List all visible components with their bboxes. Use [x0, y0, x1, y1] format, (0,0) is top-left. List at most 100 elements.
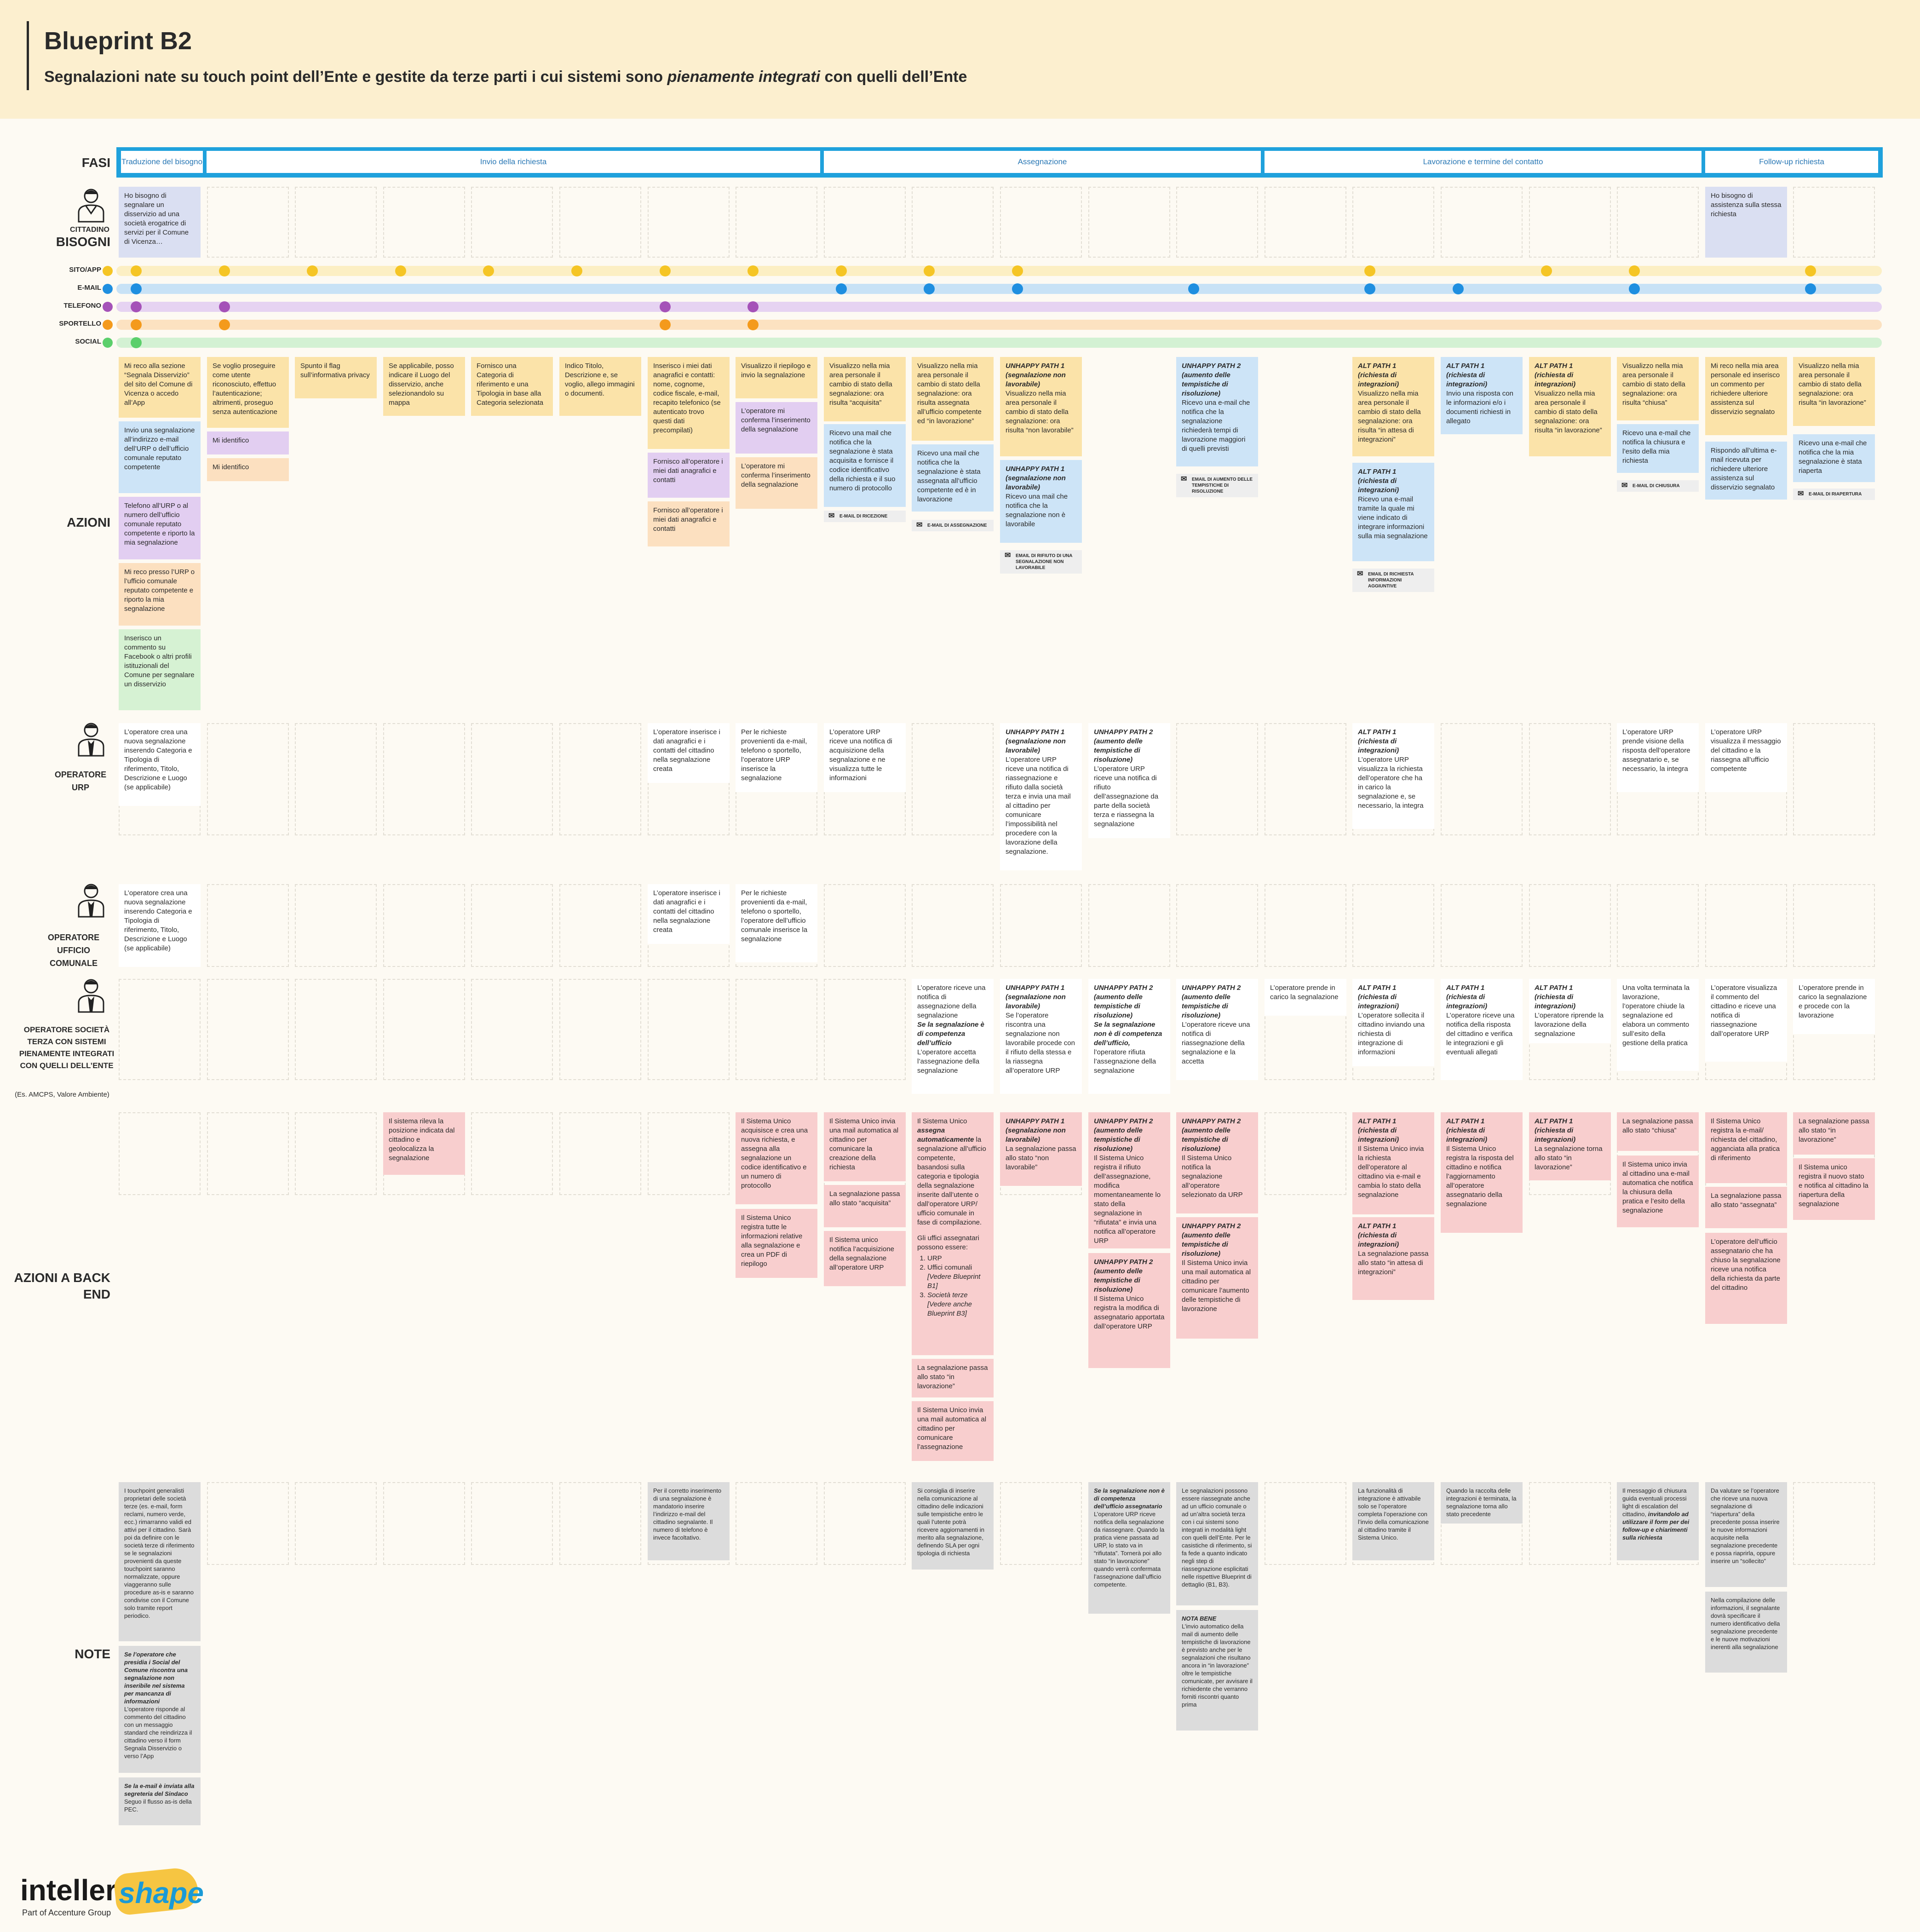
- action-card: Mi reco alla sezione “Segnala Disservizi…: [119, 357, 201, 418]
- card-text: Il Sistema Unico invia una mail automati…: [829, 1117, 899, 1171]
- urp-card: L’operatore crea una nuova segnalazione …: [119, 723, 201, 806]
- empty-slot: [559, 884, 641, 967]
- backend-card: La segnalazione passa allo stato “in lav…: [1793, 1112, 1875, 1155]
- empty-slot: [559, 187, 641, 258]
- backend-card: UNHAPPY PATH 2 (aumento delle tempistich…: [1088, 1112, 1170, 1248]
- touchpoint-dot: [660, 265, 671, 276]
- card-text: L’operatore URP prende visione della ris…: [1622, 728, 1690, 773]
- card-text: L’operatore URP riceve notifica della se…: [1094, 1511, 1165, 1588]
- empty-slot: [383, 884, 465, 967]
- empty-slot: [824, 187, 906, 258]
- backend-card: UNHAPPY PATH 1 (segnalazione non lavorab…: [1000, 1112, 1082, 1186]
- channel-label-social: SOCIAL: [75, 338, 101, 345]
- note-card: Nella compilazione delle informazioni, i…: [1705, 1592, 1787, 1673]
- backend-card: UNHAPPY PATH 2 (aumento delle tempistich…: [1088, 1253, 1170, 1368]
- card-text: Ho bisogno di assistenza sulla stessa ri…: [1711, 192, 1782, 218]
- empty-slot: [736, 187, 817, 258]
- card-text: L’operatore mi conferma l’inserimento de…: [741, 462, 811, 489]
- touchpoint-dot: [1453, 283, 1464, 294]
- action-card: Fornisco all’operatore i miei dati anagr…: [648, 501, 730, 546]
- urp-card: UNHAPPY PATH 1 (segnalazione non lavorab…: [1000, 723, 1082, 870]
- page-subtitle: Segnalazioni nate su touch point dell’En…: [44, 68, 967, 86]
- card-text: ALT PATH 1 (richiesta di integrazioni): [1358, 984, 1399, 1010]
- empty-slot: [1265, 1112, 1346, 1195]
- card-text: assegna automaticamente: [917, 1127, 974, 1144]
- card-text: Le segnalazioni possono essere riassegna…: [1182, 1487, 1252, 1588]
- action-card: Visualizzo nella mia area personale il c…: [1617, 357, 1699, 420]
- action-card: Fornisco una Categoria di riferimento e …: [471, 357, 553, 416]
- note-card: Si consiglia di inserire nella comunicaz…: [912, 1482, 994, 1570]
- card-text: L’operatore URP visualizza il messaggio …: [1711, 728, 1781, 773]
- card-text: Fornisco all’operatore i miei dati anagr…: [653, 506, 723, 533]
- action-card: Mi reco presso l’URP o l’ufficio comunal…: [119, 563, 201, 626]
- cittadino-role-label: CITTADINO: [70, 226, 109, 234]
- card-text: L’operatore URP riceve una notifica di r…: [1094, 765, 1159, 828]
- touchpoint-dot: [1364, 283, 1375, 294]
- card-text: UNHAPPY PATH 1 (segnalazione non lavorab…: [1006, 465, 1066, 491]
- touchpoint-dot: [1188, 283, 1199, 294]
- backend-card: Il Sistema Unico registra la e-mail/ ric…: [1705, 1112, 1787, 1183]
- channel-lane: [116, 320, 1882, 330]
- empty-slot: [1000, 1482, 1082, 1565]
- empty-slot: [648, 979, 730, 1080]
- backend-card: Il Sistema Unico invia una mail automati…: [824, 1112, 906, 1181]
- assignee-list: URPUffici comunali[Vedere Blueprint B1]S…: [917, 1254, 988, 1318]
- touchpoint-dot: [1364, 265, 1375, 276]
- touchpoint-dot: [1012, 283, 1023, 294]
- card-text: Ricevo una mail che notifica che la segn…: [917, 449, 981, 503]
- touchpoint-dot: [1805, 265, 1816, 276]
- backend-card: Il Sistema Unico registra tutte le infor…: [736, 1209, 817, 1278]
- card-text: Fornisco all’operatore i miei dati anagr…: [653, 458, 723, 484]
- card-text: Invio una segnalazione all’indirizzo e-m…: [124, 426, 195, 471]
- action-card: Inserisco i miei dati anagrafici e conta…: [648, 357, 730, 449]
- note-card: Le segnalazioni possono essere riassegna…: [1176, 1482, 1258, 1605]
- card-text: Se la segnalazione non è di competenza d…: [1094, 1021, 1162, 1047]
- terza-card: L’operatore riceve una notifica di asseg…: [912, 979, 994, 1094]
- action-card: Indico Titolo, Descrizione e, se voglio,…: [559, 357, 641, 416]
- channel-label-sito: SITO/APP: [69, 266, 101, 274]
- backend-card: Il Sistema unico notifica l’acquisizione…: [824, 1231, 906, 1286]
- card-text: Il Sistema Unico notifica la segnalazion…: [1182, 1154, 1243, 1199]
- card-text: Se applicabile, posso indicare il Luogo …: [389, 362, 454, 407]
- ufficio-card: L’operatore inserisce i dati anagrafici …: [648, 884, 730, 944]
- channel-lane: [116, 284, 1882, 294]
- card-text: L’operatore mi conferma l’inserimento de…: [741, 407, 811, 433]
- fasi-label: FASI: [81, 155, 110, 170]
- urp-card: ALT PATH 1 (richiesta di integrazioni) L’…: [1352, 723, 1434, 829]
- action-card: Se applicabile, posso indicare il Luogo …: [383, 357, 465, 416]
- card-text: l’operatore rifiuta l’assegnazione della…: [1094, 1048, 1156, 1075]
- touchpoint-dot: [219, 319, 230, 330]
- note-card: Il messaggio di chiusura guida eventuali…: [1617, 1482, 1699, 1560]
- phase-lavorazione: Lavorazione e termine del contatto: [1265, 151, 1702, 173]
- page-header: Blueprint B2 Segnalazioni nate su touch …: [0, 0, 1920, 119]
- action-card: Rispondo all’ultima e-mail ricevuta per …: [1705, 442, 1787, 500]
- email-tag: E-MAIL DI RICEZIONE: [824, 511, 906, 522]
- empty-slot: [207, 1112, 289, 1195]
- card-text: Ricevo una e-mail che notifica che la se…: [1182, 399, 1250, 453]
- card-text: ALT PATH 1 (richiesta di integrazioni): [1358, 362, 1399, 388]
- operator-terza-icon: [78, 979, 104, 1013]
- action-card: ALT PATH 1 (richiesta di integrazioni) Vi…: [1352, 357, 1434, 456]
- card-text: Da valutare se l’operatore che riceve un…: [1711, 1487, 1780, 1564]
- empty-slot: [1088, 884, 1170, 967]
- empty-slot: [1441, 187, 1523, 258]
- card-text: Per il corretto inserimento di una segna…: [653, 1487, 722, 1541]
- empty-slot: [1529, 1482, 1611, 1565]
- touchpoint-dot: [131, 265, 142, 276]
- card-text: Gli uffici assegnatari possono essere:: [917, 1234, 979, 1251]
- card-text: Il Sistema Unico: [917, 1117, 967, 1125]
- empty-slot: [1529, 723, 1611, 835]
- card-text: La segnalazione passa allo stato “non la…: [1006, 1145, 1076, 1171]
- card-text: L’operatore URP visualizza la richiesta …: [1358, 756, 1424, 810]
- action-card: Spunto il flag sull’informativa privacy: [295, 357, 377, 398]
- empty-slot: [1793, 884, 1875, 967]
- card-text: La segnalazione passa allo stato “assegn…: [1711, 1192, 1782, 1209]
- touchpoint-dot: [747, 319, 759, 330]
- card-text: La segnalazione torna allo stato “in lav…: [1535, 1145, 1603, 1171]
- empty-slot: [471, 1112, 553, 1195]
- card-text: Visualizzo nella mia area personale il c…: [1535, 390, 1602, 434]
- card-text: UNHAPPY PATH 2 (aumento delle tempistich…: [1094, 1117, 1153, 1153]
- empty-slot: [383, 723, 465, 835]
- touchpoint-dot: [1805, 283, 1816, 294]
- empty-slot: [1441, 884, 1523, 967]
